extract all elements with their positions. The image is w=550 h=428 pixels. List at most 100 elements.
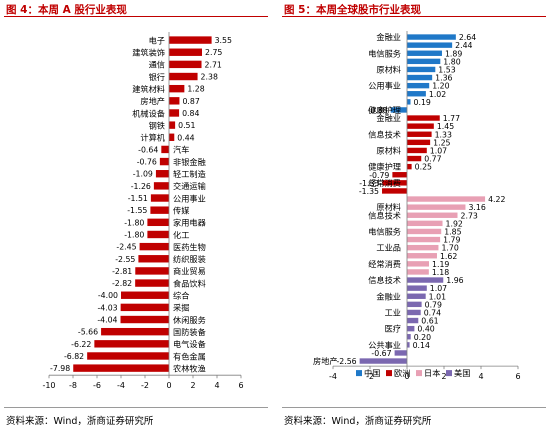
data-label: -7.98 [50, 364, 70, 373]
data-label: 2.75 [205, 48, 222, 57]
bar [159, 157, 169, 166]
data-label: -5.66 [78, 328, 98, 337]
bar [161, 145, 169, 154]
bar [407, 82, 430, 89]
category-label: 金融业 [376, 291, 401, 301]
bar [169, 133, 175, 141]
bar [407, 244, 439, 251]
bar [407, 334, 411, 340]
category-label: 房地产 [313, 356, 338, 366]
category-label: 原材料 [376, 145, 401, 155]
data-label: 2.38 [201, 73, 218, 82]
bar [407, 261, 430, 267]
x-tick-label: -2 [141, 381, 149, 390]
x-tick-label: 6 [238, 381, 243, 390]
data-label: -2.56 [336, 357, 356, 366]
category-label: 电信服务 [368, 48, 401, 58]
category-label: 医药生物 [173, 242, 206, 252]
data-label: -6.22 [71, 340, 91, 349]
bar [407, 123, 434, 129]
data-label: 1.25 [433, 138, 450, 147]
data-label: 1.36 [435, 74, 452, 83]
data-label: -1.55 [127, 206, 147, 215]
bar [407, 301, 422, 308]
data-label: -0.79 [369, 171, 389, 180]
bar [407, 285, 427, 291]
data-label: 0.74 [424, 308, 441, 317]
data-label: 1.70 [441, 244, 458, 253]
bar [407, 163, 412, 170]
data-label: -4.00 [98, 291, 118, 300]
category-label: 电气设备 [173, 339, 206, 349]
right-title-rule [282, 16, 546, 17]
category-label: 非银金融 [173, 157, 206, 167]
bar [407, 317, 419, 324]
bar [169, 97, 180, 105]
data-label: 0.77 [424, 155, 441, 164]
bar [407, 139, 431, 146]
bar [407, 196, 486, 202]
bar [169, 84, 185, 93]
bar [407, 147, 427, 154]
data-label: 1.77 [443, 114, 460, 123]
data-label: 0.20 [414, 333, 431, 342]
data-label: 1.02 [429, 90, 446, 99]
data-label: 0.87 [182, 97, 199, 106]
a-share-industry-chart: 电子 3.55 建筑装饰 2.75 通信 2.71 银行 2.38 建筑材料 1.28 房地产 0.8… [42, 32, 244, 390]
data-label: 0.51 [178, 121, 195, 130]
data-label: 1.18 [432, 268, 449, 277]
category-label: 纺织服装 [173, 254, 206, 264]
bar [407, 293, 426, 299]
data-label: 1.89 [445, 49, 462, 58]
bar [407, 204, 466, 210]
bar [407, 236, 441, 243]
bar [73, 364, 169, 372]
bar [382, 188, 407, 194]
data-label: 4.22 [488, 195, 505, 204]
bar [407, 325, 415, 332]
right-chart-title: 图 5：本周全球股市行业表现 [284, 4, 421, 16]
category-label: 计算机 [140, 133, 165, 143]
data-label: -2.81 [112, 267, 132, 276]
bar [101, 327, 169, 336]
bar [147, 230, 169, 239]
category-label: 金融业 [376, 32, 401, 42]
category-label: 交通运输 [173, 181, 206, 191]
right-bottom-rule [282, 407, 546, 408]
data-label: 3.55 [215, 36, 232, 45]
data-label: 0.44 [177, 133, 194, 142]
data-label: 1.62 [440, 252, 457, 261]
category-label: 健康护理 [368, 105, 401, 115]
data-label: 2.71 [205, 60, 222, 69]
data-label: 1.79 [443, 236, 460, 245]
bar [359, 358, 407, 364]
category-label: 信息技术 [368, 129, 401, 139]
category-label: 通信 [149, 60, 165, 70]
category-label: 信息技术 [368, 275, 401, 285]
bar [150, 194, 169, 202]
bar [407, 155, 422, 162]
category-label: 采掘 [173, 303, 189, 313]
bar [390, 107, 407, 113]
category-label: 汽车 [173, 145, 189, 155]
data-label: 0.25 [415, 163, 432, 172]
bar [407, 253, 437, 259]
bar [407, 66, 436, 73]
data-label: 1.96 [446, 276, 463, 285]
data-label: 1.85 [444, 227, 461, 236]
bar [407, 115, 440, 121]
data-label: -1.51 [128, 194, 148, 203]
data-label: -1.26 [131, 182, 151, 191]
left-source-note: 资料来源：Wind，浙商证券研究所 [6, 416, 154, 427]
data-label: -4.04 [97, 316, 117, 325]
category-label: 电信服务 [368, 226, 401, 236]
bar [135, 267, 169, 275]
category-label: 建筑材料 [132, 84, 165, 94]
left-title-rule [4, 16, 268, 17]
x-tick-label: -4 [117, 381, 125, 390]
category-label: 金融业 [376, 113, 401, 123]
bar [135, 279, 169, 287]
bar [169, 60, 202, 69]
data-label: -0.67 [371, 349, 391, 358]
